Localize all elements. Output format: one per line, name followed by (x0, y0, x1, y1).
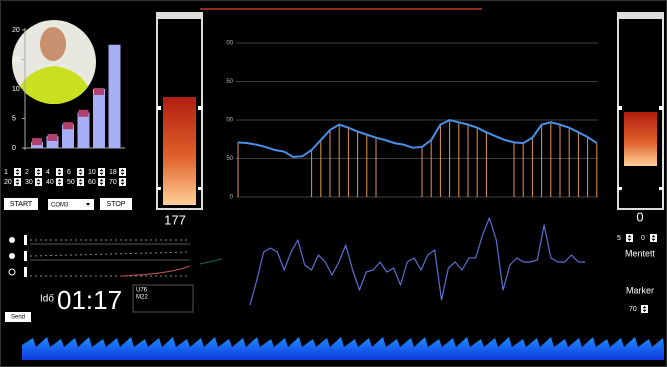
line (237, 118, 598, 158)
spinner-value: 10 (88, 169, 96, 176)
spinner[interactable] (119, 168, 126, 176)
timer: 01:17 (57, 285, 122, 315)
bar (108, 44, 121, 148)
spinner[interactable] (35, 168, 42, 176)
gauge-value: 0 (636, 209, 643, 224)
bar-marker (32, 138, 42, 146)
spinner[interactable] (77, 168, 84, 176)
spinner-arrows (120, 179, 125, 185)
spinner-value: 1 (4, 169, 8, 176)
spinner-value: 4 (46, 169, 50, 176)
y-tick-label: 20 (12, 27, 20, 34)
spinner[interactable] (14, 168, 21, 176)
spinner-arrows (36, 179, 41, 185)
spinner-value: 40 (46, 179, 54, 186)
y-tick-label: 5 (12, 115, 16, 122)
spinner-arrows (99, 179, 104, 185)
stop-button[interactable] (100, 198, 132, 210)
y-tick-label: 00 (226, 118, 233, 124)
gauge-value: 177 (164, 212, 186, 227)
spinner[interactable] (650, 234, 657, 242)
spinner[interactable] (77, 178, 84, 186)
select-label: COM3 (51, 203, 69, 209)
avatar (12, 20, 96, 104)
spinner-value: 0 (641, 235, 645, 242)
spinner-arrows (15, 169, 20, 175)
spinner[interactable] (14, 178, 21, 186)
spinner-value: 70 (109, 179, 117, 186)
y-tick-label: 10 (12, 86, 20, 93)
spinner-value: 60 (88, 179, 96, 186)
spinner-value: 70 (629, 306, 637, 313)
spinner[interactable] (626, 234, 633, 242)
left-gauge (156, 12, 203, 210)
spinner-arrows (627, 235, 632, 241)
send-button[interactable] (5, 312, 31, 322)
log-line: M22 (136, 295, 148, 301)
spinner-value: 50 (67, 179, 75, 186)
spinner-arrows (120, 169, 125, 175)
sliders (8, 235, 223, 277)
bar (77, 112, 90, 148)
signal-line (249, 217, 586, 306)
spinner-arrows (99, 169, 104, 175)
spinner[interactable] (119, 178, 126, 186)
y-tick-label: 00 (226, 41, 233, 47)
spinner[interactable] (35, 178, 42, 186)
spinner-arrows (57, 169, 62, 175)
spinner-value: 6 (67, 169, 71, 176)
select-arrow (86, 203, 90, 206)
spinner[interactable] (56, 178, 63, 186)
right-gauge (617, 12, 664, 210)
spinner-arrows (78, 169, 83, 175)
spinner-arrows (36, 169, 41, 175)
spinner[interactable] (98, 168, 105, 176)
bar-marker (47, 133, 58, 141)
log-box (132, 284, 194, 313)
spinner[interactable] (641, 305, 648, 313)
timer-label: Idő (40, 294, 54, 305)
spinner-value: 30 (25, 179, 33, 186)
spinner-arrows (642, 306, 647, 312)
spinner[interactable] (56, 168, 63, 176)
spinner-arrows (15, 179, 20, 185)
bar-marker (63, 122, 73, 130)
y-tick-label: 50 (226, 79, 233, 85)
spinner-value: 2 (25, 169, 29, 176)
button-label: Send (11, 315, 25, 321)
start-button[interactable] (4, 198, 38, 210)
spinner-value: 18 (109, 169, 117, 176)
label: Mentett (625, 248, 656, 258)
spinner-value: 20 (4, 179, 12, 186)
y-tick-label: 0 (12, 145, 16, 152)
button-label: START (10, 201, 33, 208)
y-tick-label: 15 (12, 56, 20, 63)
spinner-arrows (57, 179, 62, 185)
spinner-value: 5 (617, 235, 621, 242)
bar-marker (78, 109, 89, 117)
y-tick-label: 50 (226, 156, 233, 162)
log-line: U76 (136, 288, 148, 294)
spinner[interactable] (98, 178, 105, 186)
wave-bar (22, 337, 664, 360)
spinner-arrows (651, 235, 656, 241)
bar (46, 136, 59, 148)
bar-marker (94, 87, 104, 95)
label: Marker (626, 285, 654, 295)
button-label: STOP (107, 201, 126, 208)
y-tick-label: 0 (230, 195, 234, 201)
bar (62, 124, 74, 148)
spinner-arrows (78, 179, 83, 185)
bar (93, 89, 105, 148)
port-select[interactable] (48, 199, 94, 210)
